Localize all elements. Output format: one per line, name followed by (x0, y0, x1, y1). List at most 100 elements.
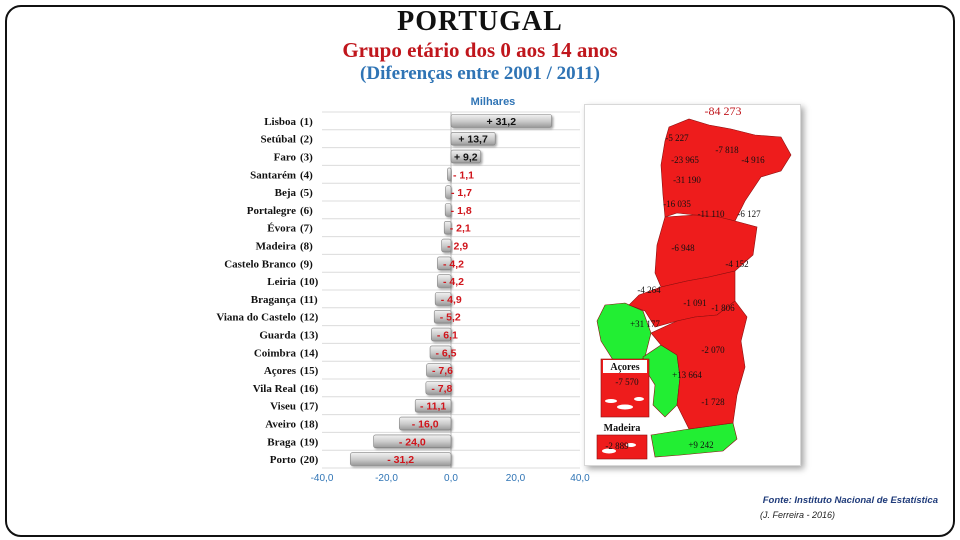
category-label: Viana do Castelo (216, 312, 296, 324)
azores-island (605, 399, 617, 403)
bar (433, 309, 452, 324)
rank-label: (20) (300, 454, 319, 466)
category-label: Guarda (259, 330, 296, 342)
bar (434, 292, 452, 306)
map-district-value: -4 264 (637, 285, 661, 295)
data-label: - 11,1 (420, 401, 446, 413)
rank-label: (18) (300, 419, 319, 431)
data-label: + 13,7 (458, 134, 488, 146)
bar (444, 203, 452, 217)
category-label: Viseu (270, 401, 296, 413)
x-tick-label: 40,0 (570, 473, 590, 484)
map-district-value: -4 916 (741, 155, 765, 165)
map-district-value: -2 070 (701, 345, 725, 355)
azores-value: -7 570 (615, 377, 639, 387)
rank-label: (5) (300, 187, 313, 199)
category-label: Castelo Branco (224, 258, 296, 270)
category-label: Braga (267, 436, 296, 448)
data-label: - 6,1 (437, 330, 458, 342)
rank-label: (11) (300, 294, 318, 306)
rank-label: (4) (300, 169, 313, 181)
category-label: Portalegre (247, 205, 296, 217)
map-district-value: -5 227 (665, 133, 689, 143)
rank-label: (19) (300, 436, 319, 448)
data-label: - 2,1 (450, 223, 471, 235)
category-label: Aveiro (265, 419, 296, 431)
x-tick-label: 20,0 (506, 473, 526, 484)
map-district-value: -23 965 (671, 155, 699, 165)
map-district-value: -1 091 (683, 298, 706, 308)
bar (450, 132, 496, 146)
category-label: Bragança (251, 294, 297, 306)
data-label: - 7,8 (431, 383, 452, 395)
rank-label: (8) (300, 241, 313, 253)
bar (414, 398, 452, 413)
madeira-label-box (597, 421, 647, 434)
madeira-island (626, 443, 636, 447)
rank-label: (16) (300, 383, 319, 395)
bar (425, 381, 452, 395)
bar (426, 363, 452, 377)
page-title: PORTUGAL (397, 6, 563, 37)
bar (399, 416, 452, 431)
data-label: + 9,2 (454, 152, 478, 164)
category-label: Faro (274, 152, 297, 164)
bar (445, 185, 452, 199)
map-region-south (650, 300, 748, 430)
data-label: - 4,2 (443, 258, 464, 270)
madeira-island (602, 448, 616, 454)
rank-label: (14) (300, 347, 319, 359)
bar (350, 452, 452, 466)
madeira-inset (596, 434, 648, 460)
map-panel: -5 227 -7 818 -23 965 -4 916 -31 190 -16 035 -… (584, 104, 801, 466)
bar (443, 221, 452, 235)
category-label: Porto (270, 454, 297, 466)
source-note: Fonte: Instituto Nacional de Estatística (762, 495, 938, 506)
category-label: Açores (264, 365, 297, 377)
bar (450, 149, 481, 164)
page-subtitle: Grupo etário dos 0 aos 14 anos (342, 38, 618, 62)
map-district-value: -31 190 (673, 175, 701, 185)
azores-island (634, 397, 644, 401)
data-label: - 1,7 (451, 187, 472, 199)
rank-label: (13) (300, 330, 319, 342)
category-label: Vila Real (253, 383, 296, 395)
data-label: - 16,0 (412, 419, 439, 431)
rank-label: (12) (300, 312, 319, 324)
category-label: Setúbal (261, 134, 296, 146)
data-label: - 4,9 (441, 294, 462, 306)
bar (373, 434, 452, 448)
portugal-map: -5 227 -7 818 -23 965 -4 916 -31 190 -16 035 -… (596, 105, 792, 460)
data-label: - 4,2 (443, 276, 464, 288)
category-label: Beja (275, 187, 297, 199)
rank-label: (6) (300, 205, 313, 217)
map-district-value: +13 664 (672, 370, 702, 380)
map-region-north (660, 118, 792, 222)
data-label: - 6,5 (436, 347, 457, 359)
rank-label: (3) (300, 152, 313, 164)
data-label: - 31,2 (387, 454, 414, 466)
x-tick-label: -20,0 (375, 473, 398, 484)
chart-unit-label: Milhares (471, 96, 516, 108)
map-district-value: -16 035 (663, 199, 691, 209)
azores-label-box (603, 360, 647, 373)
page-subtitle-2: (Diferenças entre 2001 / 2011) (360, 63, 600, 84)
azores-label: Açores (610, 362, 639, 373)
data-label: - 5,2 (440, 312, 461, 324)
bar (450, 114, 552, 128)
rank-label: (15) (300, 365, 319, 377)
x-tick-label: -40,0 (311, 473, 334, 484)
map-district-value: +31 177 (630, 319, 660, 329)
category-label: Coimbra (254, 347, 297, 359)
data-label: - 1,1 (453, 169, 474, 181)
rank-label: (9) (300, 258, 313, 270)
azores-island (617, 404, 633, 410)
x-tick-label: 0,0 (444, 473, 458, 484)
bar (429, 345, 452, 359)
category-label: Santarém (250, 169, 296, 181)
rank-label: (17) (300, 401, 319, 413)
author-note: (J. Ferreira - 2016) (760, 510, 836, 520)
data-label: - 2,9 (447, 241, 468, 253)
madeira-label: Madeira (604, 423, 641, 434)
map-district-value: -7 818 (715, 145, 739, 155)
